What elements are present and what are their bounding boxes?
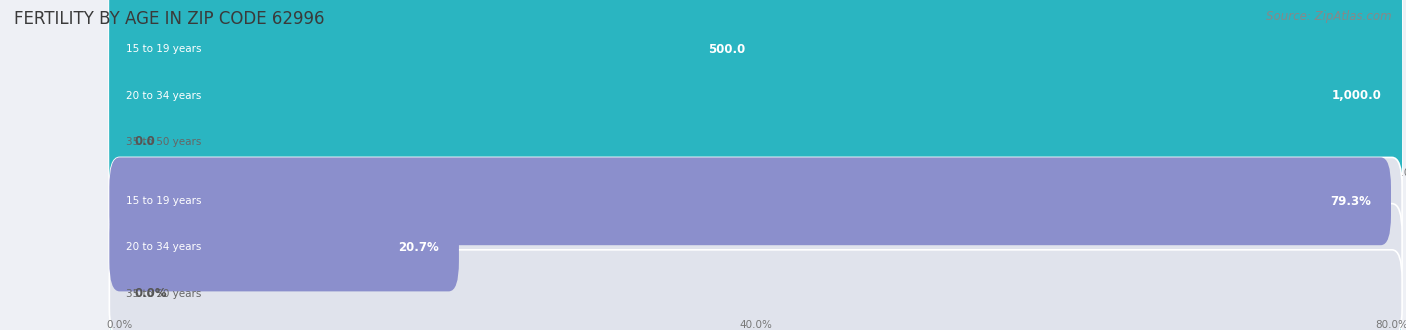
FancyBboxPatch shape xyxy=(110,157,1391,245)
Text: 20 to 34 years: 20 to 34 years xyxy=(127,243,201,252)
FancyBboxPatch shape xyxy=(110,0,1402,330)
Text: 15 to 19 years: 15 to 19 years xyxy=(127,45,201,54)
FancyBboxPatch shape xyxy=(110,157,1402,245)
FancyBboxPatch shape xyxy=(110,0,766,330)
Text: 35 to 50 years: 35 to 50 years xyxy=(127,137,201,147)
Text: 500.0: 500.0 xyxy=(709,43,745,56)
Text: 20 to 34 years: 20 to 34 years xyxy=(127,91,201,101)
Text: 79.3%: 79.3% xyxy=(1330,195,1371,208)
Text: 20.7%: 20.7% xyxy=(398,241,439,254)
Text: FERTILITY BY AGE IN ZIP CODE 62996: FERTILITY BY AGE IN ZIP CODE 62996 xyxy=(14,10,325,28)
FancyBboxPatch shape xyxy=(110,250,1402,330)
Text: 0.0%: 0.0% xyxy=(135,287,167,300)
Text: 35 to 50 years: 35 to 50 years xyxy=(127,289,201,299)
FancyBboxPatch shape xyxy=(110,0,1402,330)
FancyBboxPatch shape xyxy=(110,204,458,291)
Text: Source: ZipAtlas.com: Source: ZipAtlas.com xyxy=(1267,10,1392,23)
FancyBboxPatch shape xyxy=(110,0,1402,330)
FancyBboxPatch shape xyxy=(110,204,1402,291)
Text: 0.0: 0.0 xyxy=(135,135,156,148)
Text: 15 to 19 years: 15 to 19 years xyxy=(127,196,201,206)
Text: 1,000.0: 1,000.0 xyxy=(1331,89,1382,102)
FancyBboxPatch shape xyxy=(110,0,1402,330)
